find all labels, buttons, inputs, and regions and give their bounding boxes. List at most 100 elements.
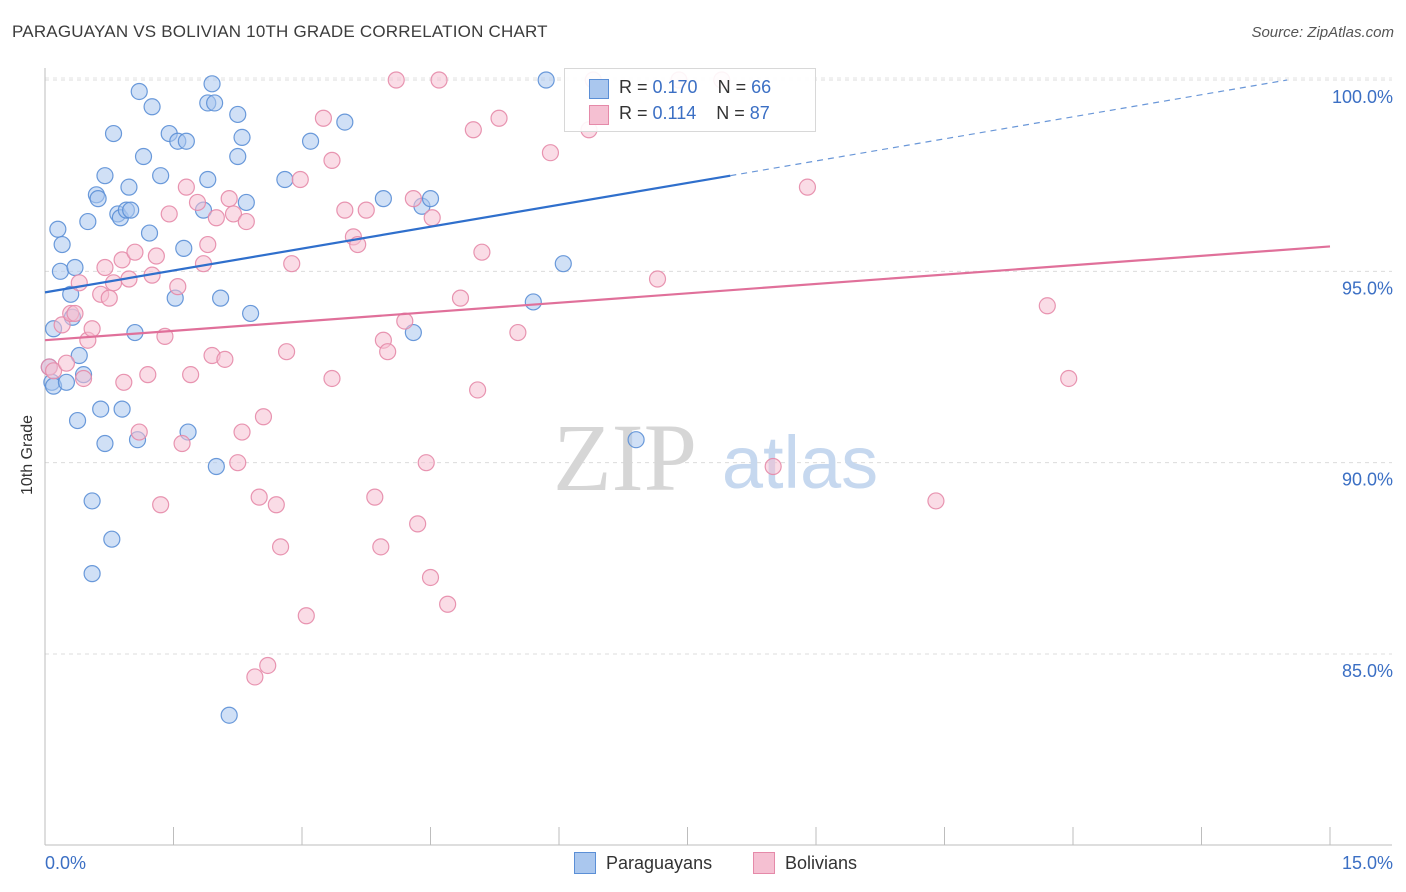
bolivian-point <box>323 369 341 388</box>
bolivian-point <box>314 109 333 127</box>
paraguayan-point <box>53 235 71 254</box>
paraguayan-point <box>152 167 170 185</box>
paraguayan-point <box>89 190 107 208</box>
paraguayan-point <box>83 492 101 510</box>
bolivian-point <box>130 423 148 441</box>
series-swatch-paraguayans <box>574 852 596 874</box>
bolivian-point <box>229 454 247 472</box>
bolivian-point <box>509 323 527 342</box>
paraguayan-point <box>68 411 87 430</box>
stats-legend: R = 0.170 N = 66 R = 0.114 N = 87 <box>564 68 816 132</box>
paraguayan-point <box>276 170 294 189</box>
bolivian-point <box>74 369 93 388</box>
paraguayan-point <box>104 124 123 143</box>
bolivian-point <box>188 193 207 212</box>
paraguayan-point <box>51 262 70 280</box>
paraguayan-point <box>134 147 153 166</box>
paraguayan-point <box>199 170 217 189</box>
paraguayan-point <box>83 565 101 583</box>
y-tick-label: 85.0% <box>1342 661 1393 681</box>
tick-labels: 85.0% 90.0% 95.0% 100.0% 0.0% 15.0% <box>45 87 1393 873</box>
bolivian-point <box>541 144 560 162</box>
paraguayan-point <box>220 706 238 724</box>
bolivian-point <box>421 568 440 587</box>
bolivian-point <box>283 255 301 273</box>
bolivian-point <box>246 668 264 686</box>
bolivian-point <box>648 270 667 288</box>
x-tick-label: 15.0% <box>1342 853 1393 873</box>
paraguayan-point <box>57 373 76 391</box>
paraguayan-point <box>96 434 114 453</box>
bolivian-point <box>473 243 491 261</box>
bolivian-point <box>100 289 118 307</box>
bolivian-point <box>764 457 782 476</box>
bolivian-point <box>177 178 195 196</box>
bolivian-point <box>104 274 123 292</box>
watermark-zip: ZIP <box>553 404 697 511</box>
bolivian-point <box>336 201 354 219</box>
legend-r-value: 0.114 <box>652 103 697 123</box>
y-tick-label: 95.0% <box>1342 278 1393 298</box>
paraguayan-point <box>49 220 67 238</box>
bolivian-point <box>297 607 315 625</box>
series-label-paraguayans: Paraguayans <box>606 853 713 873</box>
legend-n-label: N = <box>717 77 752 97</box>
paraguayan-point <box>122 201 140 219</box>
legend-n-label: N = <box>716 103 750 123</box>
trend-line-bolivians <box>44 245 1331 342</box>
bolivian-point <box>169 278 187 296</box>
bolivian-point <box>113 251 131 269</box>
paraguayan-point <box>62 285 80 303</box>
bolivian-point <box>173 434 191 453</box>
paraguayan-point <box>130 82 148 101</box>
paraguayan-point <box>177 132 195 150</box>
bolivian-point <box>139 366 157 384</box>
bolivian-point <box>366 488 384 506</box>
paraguayan-point <box>143 98 161 116</box>
paraguayan-point <box>120 178 138 196</box>
bolivian-point <box>66 304 84 323</box>
paraguayan-point <box>237 193 255 212</box>
paraguayan-point <box>421 190 440 208</box>
trend-lines <box>44 79 1331 342</box>
bolivian-point <box>927 492 945 510</box>
chart-source: Source: ZipAtlas.com <box>1251 24 1394 41</box>
paraguayan-point <box>229 147 247 166</box>
series-swatch-bolivians <box>753 852 775 874</box>
bolivian-point <box>469 381 487 399</box>
bolivian-point <box>207 209 225 227</box>
data-points <box>40 71 1078 724</box>
paraguayan-point <box>404 323 422 342</box>
bolivian-point <box>277 343 296 361</box>
bolivian-point <box>96 258 114 277</box>
bolivian-point <box>323 151 341 169</box>
paraguayan-point <box>301 132 320 150</box>
bolivian-point <box>372 538 390 556</box>
watermark: ZIP atlas <box>553 404 878 511</box>
bolivian-point <box>224 205 243 223</box>
bolivian-point <box>291 170 309 189</box>
bolivian-point <box>152 496 170 514</box>
bolivian-point <box>379 343 397 361</box>
bolivian-point <box>147 247 165 265</box>
bolivian-point <box>267 496 285 514</box>
y-tick-label: 100.0% <box>1332 87 1393 107</box>
legend-r-label: R = <box>619 103 653 123</box>
x-tick-label: 0.0% <box>45 853 86 873</box>
bolivian-point <box>57 354 76 372</box>
paraguayan-point <box>627 431 645 449</box>
paraguayan-point <box>212 289 230 307</box>
paraguayan-point <box>96 167 114 185</box>
paraguayan-point <box>79 212 97 231</box>
chart-title: PARAGUAYAN VS BOLIVIAN 10TH GRADE CORREL… <box>12 22 548 41</box>
bolivian-point <box>199 235 217 254</box>
paraguayan-point <box>229 105 247 124</box>
bolivian-point <box>409 515 427 533</box>
bolivian-point <box>250 488 268 506</box>
paraguayan-point <box>554 255 572 273</box>
bolivian-point <box>44 362 63 380</box>
paraguayan-point <box>103 530 121 548</box>
bolivian-point <box>423 209 441 227</box>
watermark-atlas: atlas <box>722 421 878 504</box>
